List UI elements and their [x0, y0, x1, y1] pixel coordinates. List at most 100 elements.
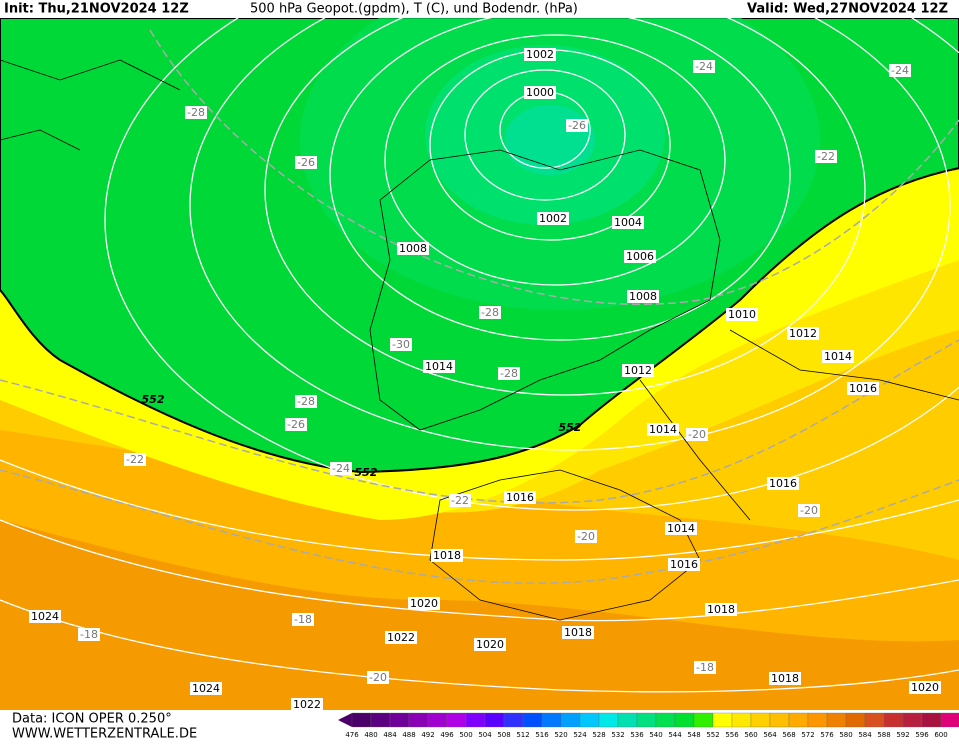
- isobar-label: 1012: [789, 327, 817, 340]
- isobar-label: 1016: [849, 382, 877, 395]
- colorbar-swatch: [807, 712, 828, 728]
- temperature-label-box: [575, 530, 597, 543]
- map-labels: 1002 1000 1002 1004 1006 1008 1008 1010 1012 1014…: [29, 48, 941, 711]
- isobar-label-box: [767, 477, 799, 490]
- colorbar-label: 520: [554, 731, 567, 739]
- isobar-label: 1018: [771, 672, 799, 685]
- temperature-label-box: [292, 613, 314, 626]
- colorbar-label: 560: [744, 731, 757, 739]
- colorbar-swatch: [693, 712, 714, 728]
- temperature-label-box: [295, 395, 317, 408]
- isobar-label: 1024: [192, 682, 220, 695]
- isobar-label: 1022: [387, 631, 415, 644]
- temperature-label-box: [693, 60, 715, 73]
- isobar-label: 1014: [649, 423, 677, 436]
- isobar-label-box: [909, 681, 941, 694]
- colorbar-swatch: [370, 712, 391, 728]
- colorbar-label: 532: [611, 731, 624, 739]
- temperature-label-box: [815, 150, 837, 163]
- temperature-label: -24: [695, 60, 713, 73]
- init-time: Init: Thu,21NOV2024 12Z: [4, 2, 189, 17]
- colorbar-label: 556: [725, 731, 739, 739]
- isobar-label: 1006: [626, 250, 654, 263]
- isobar-label: 1018: [707, 603, 735, 616]
- isobar-label: 1016: [506, 491, 534, 504]
- isobar-label-box: [504, 491, 536, 504]
- isobar-label-box: [668, 558, 700, 571]
- colorbar-label: 508: [497, 731, 510, 739]
- temperature-label-box: [367, 671, 389, 684]
- isobar-label-box: [726, 308, 758, 321]
- colorbar-swatch: [465, 712, 486, 728]
- valid-time: Valid: Wed,27NOV2024 12Z: [747, 2, 948, 17]
- colorbar-swatch: [427, 712, 448, 728]
- isobar-label: 1022: [293, 698, 321, 711]
- colorbar-swatch: [446, 712, 467, 728]
- isobar-label-box: [705, 603, 737, 616]
- isobar-label-box: [385, 631, 417, 644]
- colorbar-swatch: [541, 712, 562, 728]
- colorbar-swatch: [579, 712, 600, 728]
- temperature-label: -20: [577, 530, 595, 543]
- colorbar-label: 600: [934, 731, 947, 739]
- colorbar-label: 524: [573, 731, 587, 739]
- colorbar-swatch: [522, 712, 543, 728]
- map-title: 500 hPa Geopot.(gpdm), T (C), und Bodend…: [250, 2, 578, 17]
- colorbar-swatch: [503, 712, 524, 728]
- isobar-label: 1014: [824, 350, 852, 363]
- colorbar-label: 484: [383, 731, 397, 739]
- isobar-label-box: [190, 682, 222, 695]
- isobar-label-box: [562, 626, 594, 639]
- temperature-label-box: [449, 494, 471, 507]
- colorbar-label: 592: [896, 731, 909, 739]
- isobar-label: 1024: [31, 610, 59, 623]
- temperature-label: -20: [800, 504, 818, 517]
- height-label: 552: [355, 466, 378, 479]
- colorbar-swatch: [617, 712, 638, 728]
- colorbar-swatch: [636, 712, 657, 728]
- colorbar-swatch: [560, 712, 581, 728]
- isobar-label-box: [397, 242, 429, 255]
- colorbar-swatch: [655, 712, 676, 728]
- colorbar-label: 568: [782, 731, 795, 739]
- temperature-label-box: [78, 628, 100, 641]
- colorbar-swatch: [902, 712, 923, 728]
- isobar-label: 1018: [433, 549, 461, 562]
- colorbar-swatch: [845, 712, 866, 728]
- colorbar-label: 596: [915, 731, 929, 739]
- temperature-label-box: [185, 106, 207, 119]
- temperature-label: -28: [481, 306, 499, 319]
- isobar-label-box: [291, 698, 323, 711]
- temperature-label-box: [390, 338, 412, 351]
- colorbar-swatch: [712, 712, 733, 728]
- temperature-label-box: [686, 428, 708, 441]
- isobar-label: 1008: [629, 290, 657, 303]
- colorbar-label: 584: [858, 731, 872, 739]
- colorbar-label: 480: [364, 731, 377, 739]
- data-source: Data: ICON OPER 0.250°: [12, 712, 172, 727]
- colorbar-label: 492: [421, 731, 434, 739]
- colorbar-label: 540: [649, 731, 662, 739]
- temperature-label: -18: [696, 661, 714, 674]
- colorbar-label: 576: [820, 731, 834, 739]
- colorbar-swatch: [940, 712, 959, 728]
- temperature-label: -20: [688, 428, 706, 441]
- colorbar-label: 564: [763, 731, 777, 739]
- isobar-label-box: [524, 86, 556, 99]
- colorbar-label: 516: [535, 731, 549, 739]
- temperature-label-box: [295, 156, 317, 169]
- height-label: 552: [142, 393, 165, 406]
- isobar-label-box: [787, 327, 819, 340]
- temperature-label: -30: [392, 338, 410, 351]
- colorbar-swatch: [674, 712, 695, 728]
- colorbar-label: 504: [478, 731, 492, 739]
- colorbar-label: 544: [668, 731, 682, 739]
- colorbar-label: 580: [839, 731, 852, 739]
- temperature-label: -28: [187, 106, 205, 119]
- colorbar-swatch: [598, 712, 619, 728]
- temperature-label: -18: [80, 628, 98, 641]
- temperature-label-box: [694, 661, 716, 674]
- isobar-label-box: [408, 597, 440, 610]
- isobar-label: 1016: [769, 477, 797, 490]
- temperature-label-box: [889, 64, 911, 77]
